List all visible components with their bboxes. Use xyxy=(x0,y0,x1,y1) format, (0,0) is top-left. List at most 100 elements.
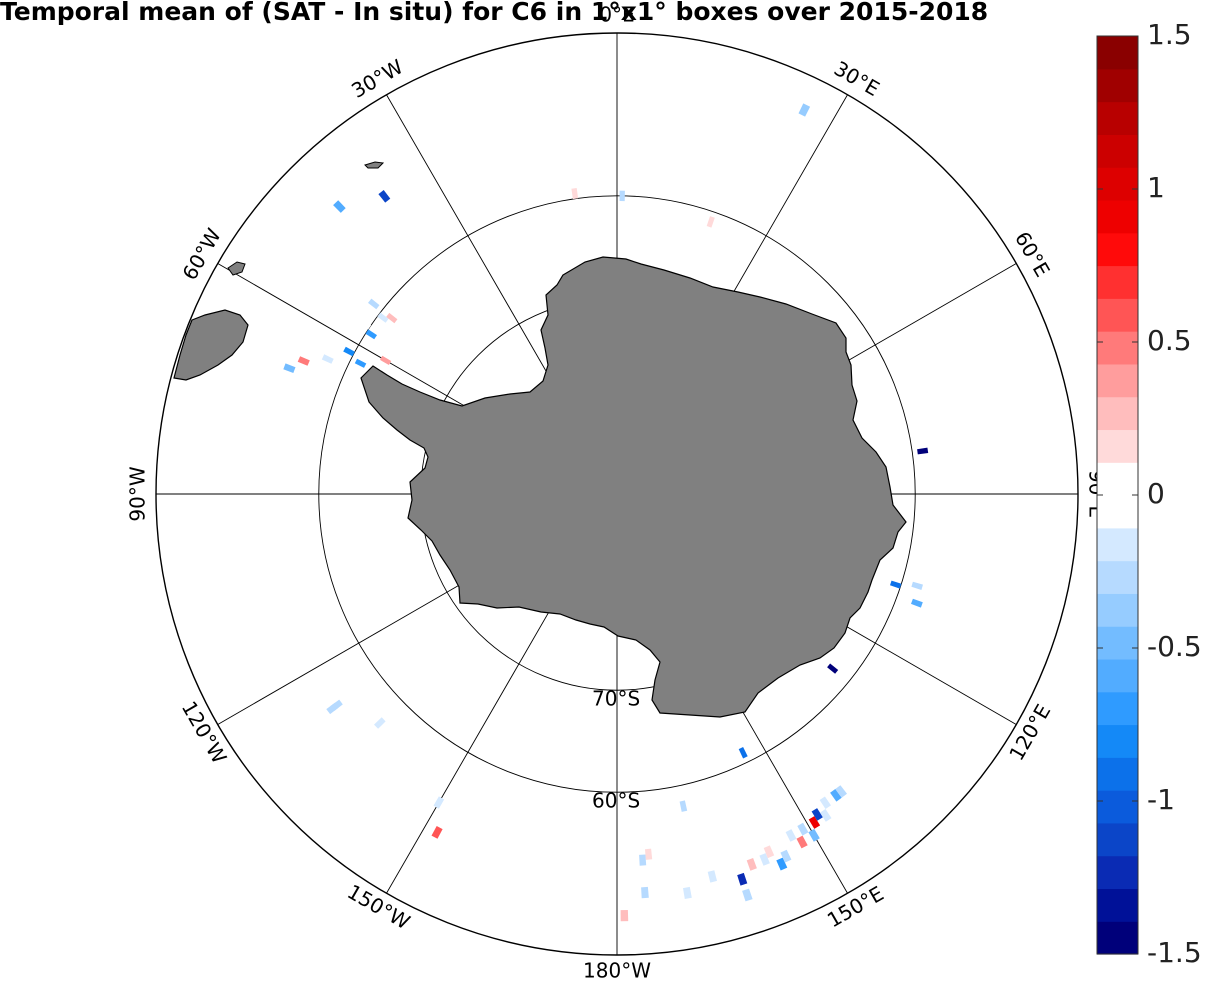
colorbar-swatch xyxy=(1097,134,1138,168)
data-box xyxy=(911,581,923,590)
data-box xyxy=(780,849,792,863)
colorbar-swatch xyxy=(1097,822,1138,857)
colorbar-swatch xyxy=(1097,724,1138,758)
meridian-label: 180°W xyxy=(583,959,651,983)
data-box xyxy=(746,858,757,871)
meridian-330 xyxy=(386,94,569,410)
data-box xyxy=(707,870,717,883)
data-box xyxy=(820,809,832,822)
data-box xyxy=(639,854,647,866)
parallel-label: 60°S xyxy=(592,789,640,813)
south-georgia-island xyxy=(364,161,385,169)
meridian-label: 60°E xyxy=(1010,227,1055,281)
data-box xyxy=(620,910,629,922)
data-box xyxy=(365,329,377,340)
meridian-label: 150°W xyxy=(343,879,414,934)
colorbar-swatch xyxy=(1097,593,1138,627)
data-box xyxy=(679,800,688,812)
data-box xyxy=(433,796,445,809)
colorbar-swatch xyxy=(1097,265,1138,299)
colorbar-swatch xyxy=(1097,626,1138,660)
data-box xyxy=(380,355,392,365)
colorbar-swatch xyxy=(1097,921,1138,955)
colorbar-swatch xyxy=(1097,527,1138,562)
data-box xyxy=(742,888,753,902)
chart-title: Temporal mean of (SAT - In situ) for C6 … xyxy=(0,0,989,26)
colorbar-swatch xyxy=(1097,790,1138,824)
data-box xyxy=(737,872,748,886)
colorbar-swatch xyxy=(1097,462,1138,496)
data-box xyxy=(830,789,842,802)
colorbar-tick-label: 1 xyxy=(1147,171,1165,204)
data-box xyxy=(641,886,649,899)
data-box xyxy=(477,858,488,871)
data-box xyxy=(377,312,389,323)
data-box xyxy=(798,103,811,117)
data-box xyxy=(785,829,797,842)
data-box xyxy=(890,580,902,589)
colorbar-swatch xyxy=(1097,888,1138,922)
data-box xyxy=(297,356,310,366)
data-box xyxy=(827,663,839,674)
data-box xyxy=(333,200,346,213)
colorbar-tick-label: 1.5 xyxy=(1147,18,1192,51)
colorbar-swatch xyxy=(1097,855,1138,890)
colorbar-swatch xyxy=(1097,757,1138,791)
meridian-label: 120°W xyxy=(177,697,232,768)
map-boundary xyxy=(155,32,1079,956)
data-box xyxy=(283,363,296,373)
data-box xyxy=(374,717,386,729)
colorbar-swatch xyxy=(1097,298,1138,332)
data-box xyxy=(619,190,625,202)
data-box xyxy=(917,447,929,455)
colorbar-swatch xyxy=(1097,560,1138,594)
data-box xyxy=(759,853,770,866)
data-box xyxy=(431,826,443,839)
data-box xyxy=(343,346,355,357)
data-box xyxy=(808,816,821,829)
data-box xyxy=(378,190,391,203)
data-box xyxy=(706,216,715,228)
colorbar: 1.5 1 0.5 0 -0.5 -1 -1.5 xyxy=(1096,18,1202,969)
parallel-label: 70°S xyxy=(592,687,640,711)
colorbar-tick-label: 0 xyxy=(1147,477,1165,510)
data-box xyxy=(368,298,380,310)
data-boxes xyxy=(283,103,929,922)
map-boundary-circle xyxy=(155,32,1079,956)
antarctica-landmass xyxy=(173,161,907,718)
data-box xyxy=(571,188,579,200)
colorbar-swatch xyxy=(1097,691,1138,726)
colorbar-swatch xyxy=(1097,495,1138,529)
colorbar-tick-label: -1 xyxy=(1147,783,1175,816)
data-box xyxy=(683,886,692,899)
colorbar-tick-label: 0.5 xyxy=(1147,324,1192,357)
colorbar-swatch xyxy=(1097,363,1138,398)
falkland-islands xyxy=(227,261,246,276)
meridian-label: 30°W xyxy=(347,54,407,103)
data-box xyxy=(763,845,775,859)
colorbar-swatch xyxy=(1097,36,1138,70)
data-box xyxy=(819,796,831,809)
data-box xyxy=(811,808,823,821)
colorbar-swatch xyxy=(1097,396,1138,431)
colorbar-swatch xyxy=(1097,101,1138,135)
data-box xyxy=(354,358,367,368)
meridian-label: 90°W xyxy=(125,466,149,521)
meridian-label: 0°E xyxy=(599,2,634,26)
colorbar-swatch xyxy=(1097,331,1138,365)
colorbar-swatch xyxy=(1097,429,1138,463)
data-box xyxy=(645,848,653,860)
data-box xyxy=(738,747,748,759)
data-box xyxy=(835,785,847,798)
data-box xyxy=(808,828,820,842)
colorbar-swatch xyxy=(1097,658,1138,693)
colorbar-tick-label: -0.5 xyxy=(1147,630,1202,663)
data-box xyxy=(796,835,808,849)
colorbar-swatch xyxy=(1097,68,1138,103)
data-box xyxy=(911,598,923,608)
meridian-label: 30°E xyxy=(830,56,884,101)
meridian-label: 60°W xyxy=(177,224,226,284)
data-box xyxy=(330,699,343,711)
colorbar-tick-label: -1.5 xyxy=(1147,936,1202,969)
